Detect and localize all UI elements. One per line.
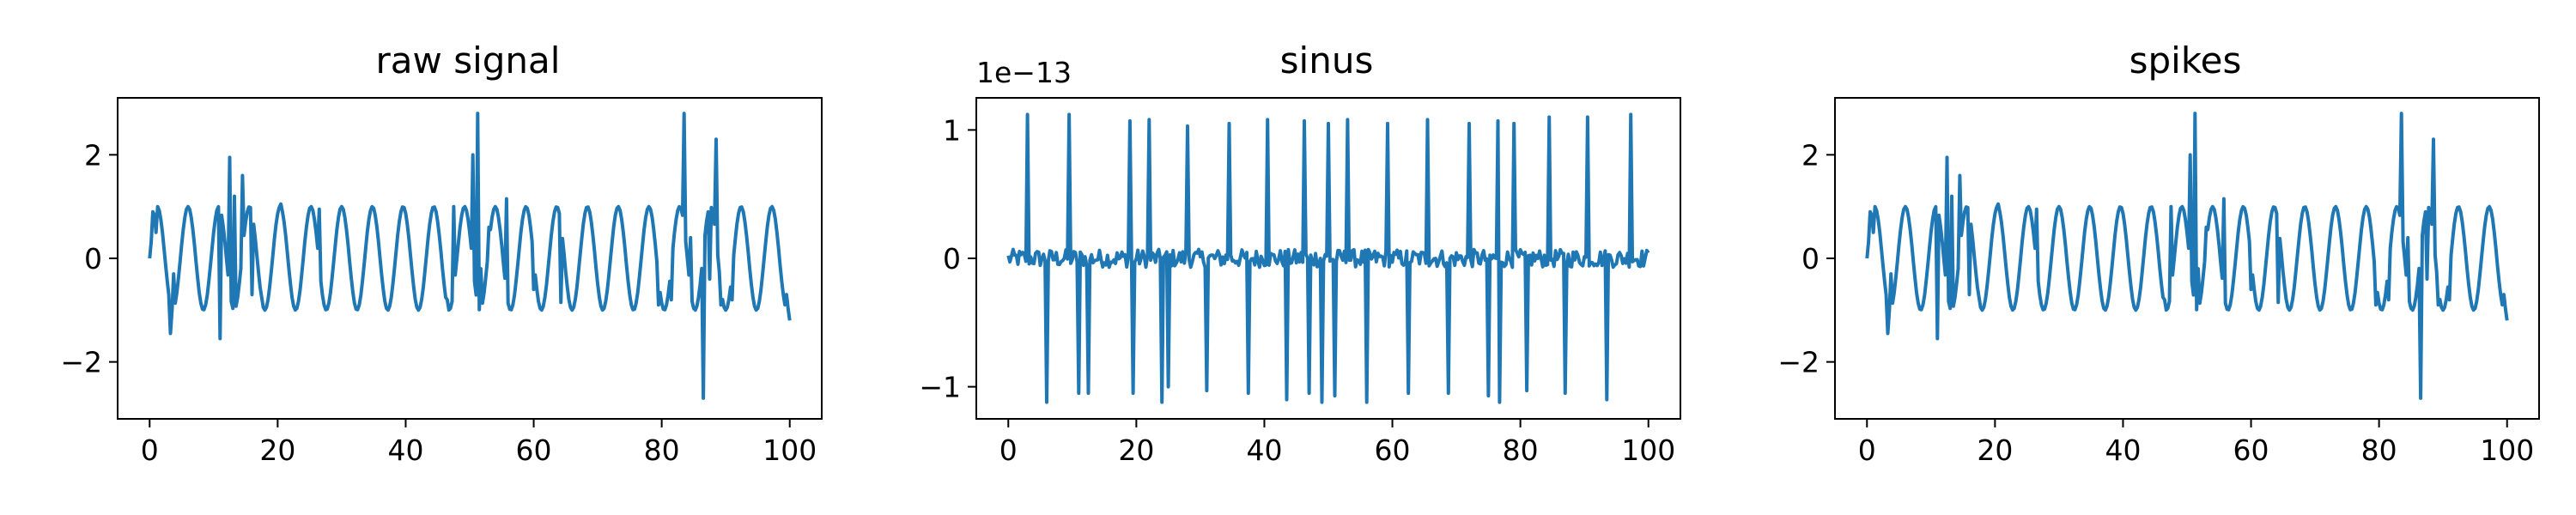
x-tick-label: 60 — [2233, 433, 2269, 467]
y-tick-label: 2 — [1801, 138, 1820, 172]
panel-title: spikes — [2129, 39, 2242, 82]
offset-label: 1e−13 — [976, 56, 1072, 89]
x-tick-label: 100 — [762, 433, 817, 467]
x-tick-label: 40 — [2105, 433, 2141, 467]
panel-raw-signal: raw signal 0 20 40 60 80 100 −2 0 2 — [60, 39, 823, 467]
y-tick-label: −1 — [919, 371, 961, 404]
y-tick-label: −2 — [60, 346, 102, 379]
x-tick-label: 100 — [1621, 433, 1675, 467]
x-tick-label: 0 — [999, 433, 1018, 467]
panel-title: sinus — [1280, 39, 1374, 82]
y-tick-label: 0 — [943, 242, 961, 276]
x-tick-label: 20 — [1977, 433, 2013, 467]
series-line-group — [1865, 112, 2509, 400]
y-tick-label: 2 — [84, 138, 102, 172]
x-tick-label: 40 — [1246, 433, 1282, 467]
axes-frame — [975, 97, 1681, 420]
x-tick-label: 60 — [1375, 433, 1411, 467]
x-tick-label: 60 — [516, 433, 552, 467]
series-line-group — [148, 112, 792, 400]
series-line — [1865, 112, 2509, 400]
panel-sinus: sinus 1e−13 0 20 40 60 80 100 −1 0 1 — [919, 39, 1681, 467]
axes-frame — [117, 97, 823, 420]
tick-group: 0 20 40 60 80 100 −2 0 2 — [1777, 138, 2534, 467]
x-tick-label: 40 — [387, 433, 423, 467]
x-tick-label: 0 — [141, 433, 159, 467]
tick-group: 0 20 40 60 80 100 −2 0 2 — [60, 138, 817, 467]
x-tick-label: 20 — [1118, 433, 1154, 467]
series-line — [1006, 112, 1650, 404]
y-tick-label: 0 — [1801, 242, 1820, 276]
x-tick-label: 0 — [1858, 433, 1876, 467]
x-tick-label: 80 — [2361, 433, 2397, 467]
x-tick-label: 100 — [2480, 433, 2534, 467]
panel-spikes: spikes 0 20 40 60 80 100 −2 0 2 — [1777, 39, 2540, 467]
axes-frame — [1834, 97, 2540, 420]
tick-group: 0 20 40 60 80 100 −1 0 1 — [919, 113, 1675, 467]
y-tick-label: 0 — [84, 242, 102, 276]
x-tick-label: 80 — [644, 433, 680, 467]
series-line-group — [1006, 112, 1650, 404]
y-tick-label: −2 — [1777, 346, 1820, 379]
series-line — [148, 112, 792, 400]
y-tick-label: 1 — [943, 113, 961, 147]
x-tick-label: 80 — [1503, 433, 1539, 467]
panel-title: raw signal — [376, 39, 561, 82]
x-tick-label: 20 — [259, 433, 295, 467]
